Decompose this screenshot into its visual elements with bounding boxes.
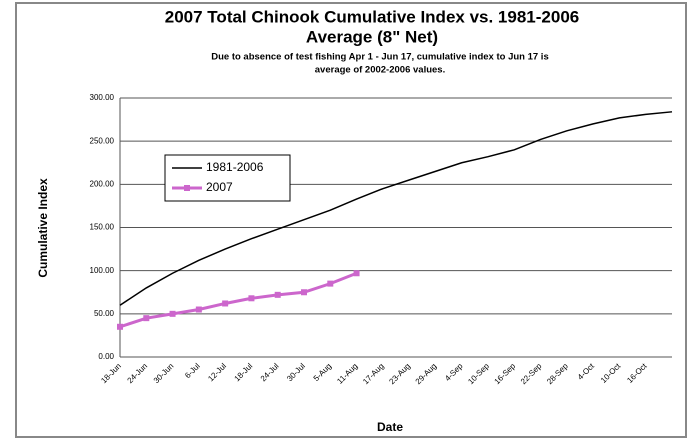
y-tick-label: 200.00: [90, 179, 115, 188]
point-marker: [117, 323, 123, 330]
legend-marker: [184, 185, 190, 191]
chart-frame: [15, 2, 687, 438]
y-tick-label: 50.00: [94, 309, 115, 318]
point-marker: [274, 291, 281, 298]
legend-box: [164, 154, 291, 202]
point-marker: [143, 315, 150, 322]
legend-label: 1981-2006: [206, 160, 264, 174]
series-line: [119, 111, 673, 306]
point-marker: [248, 295, 255, 302]
point-marker: [169, 310, 176, 317]
chart-title: 2007 Total Chinook Cumulative Index vs. …: [165, 7, 579, 26]
legend-label: 2007: [206, 180, 233, 194]
point-marker: [195, 306, 202, 313]
y-tick-label: 150.00: [90, 223, 115, 232]
y-tick-label: 0.00: [98, 352, 114, 361]
chart-title-line2: Average (8" Net): [306, 27, 438, 46]
point-marker: [222, 300, 229, 307]
y-axis-label: Cumulative Index: [36, 178, 50, 278]
series-line: [119, 271, 358, 329]
point-marker: [327, 280, 334, 287]
subtitle-line2: average of 2002-2006 values.: [315, 65, 445, 76]
point-marker: [353, 270, 360, 277]
x-axis-label: Date: [377, 420, 403, 434]
y-tick-label: 300.00: [90, 93, 115, 102]
subtitle: Due to absence of test fishing Apr 1 - J…: [211, 52, 549, 63]
y-tick-label: 100.00: [90, 266, 115, 275]
y-tick-label: 250.00: [90, 136, 115, 145]
point-marker: [301, 289, 307, 296]
